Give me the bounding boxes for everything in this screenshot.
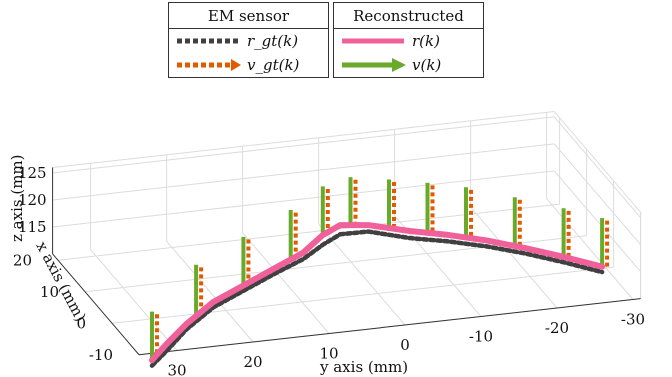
- grid-line: [470, 206, 558, 309]
- x-axis-label: x axis (mm): [32, 238, 89, 324]
- z-tick-label: 125: [18, 164, 47, 182]
- legend-label-r-gt: r_gt(k): [247, 32, 299, 50]
- grid-line: [546, 198, 634, 300]
- legend-swatch-v-gt: [177, 59, 241, 71]
- trajectory-r-gt: [149, 229, 605, 368]
- legend-reconstructed-title: Reconstructed: [334, 3, 483, 29]
- y-axis-line: [138, 298, 641, 356]
- x-tick-label: 0: [76, 314, 86, 332]
- legend-swatch-v: [342, 58, 406, 72]
- grid-line: [553, 170, 641, 272]
- legend-label-r: r(k): [412, 32, 440, 50]
- z-axis-label: z axis (mm): [8, 155, 26, 243]
- legend-entry-r-gt: r_gt(k): [169, 29, 328, 53]
- grid-line: [57, 203, 560, 261]
- legend-label-v-gt: v_gt(k): [247, 56, 300, 74]
- grid-line: [52, 170, 555, 228]
- grid-line: [90, 249, 178, 351]
- trajectory-r: [149, 222, 606, 364]
- y-tick-label: 30: [167, 362, 186, 377]
- grid-line: [52, 116, 555, 174]
- z-tick-label: 115: [18, 218, 47, 236]
- legend-reconstructed: Reconstructed r(k) v(k): [333, 2, 484, 78]
- box-edge: [52, 110, 555, 169]
- legend-swatch-r-gt: [177, 38, 239, 44]
- grid-line: [52, 143, 555, 201]
- y-tick-label: -20: [545, 319, 569, 337]
- y-tick-label: 20: [243, 353, 262, 371]
- x-tick-label: 10: [40, 283, 59, 301]
- grid-line: [553, 116, 641, 218]
- x-axis-line: [52, 253, 140, 356]
- grid-line: [242, 232, 330, 334]
- grid-line: [166, 240, 254, 343]
- y-tick-label: 10: [319, 345, 338, 363]
- y-tick-label: 0: [400, 336, 410, 354]
- y-tick-label: -30: [621, 311, 645, 329]
- x-tick-label: -10: [89, 346, 113, 364]
- x-tick-label: 20: [13, 251, 32, 269]
- legend-entry-v: v(k): [334, 53, 483, 77]
- y-tick-label: -10: [469, 328, 493, 346]
- legend-em-sensor: EM sensor r_gt(k) v_gt(k): [168, 2, 329, 78]
- legend-entry-r: r(k): [334, 29, 483, 53]
- legend-label-v: v(k): [412, 56, 442, 74]
- y-axis-label: y axis (mm): [319, 358, 408, 376]
- legend-swatch-r: [342, 38, 404, 44]
- trajectory-data: [149, 177, 610, 368]
- z-tick-label: 120: [18, 191, 47, 209]
- legend-em-sensor-title: EM sensor: [169, 3, 328, 29]
- legend-entry-v-gt: v_gt(k): [169, 53, 328, 77]
- box-edge: [553, 111, 641, 213]
- grid-line: [553, 143, 641, 245]
